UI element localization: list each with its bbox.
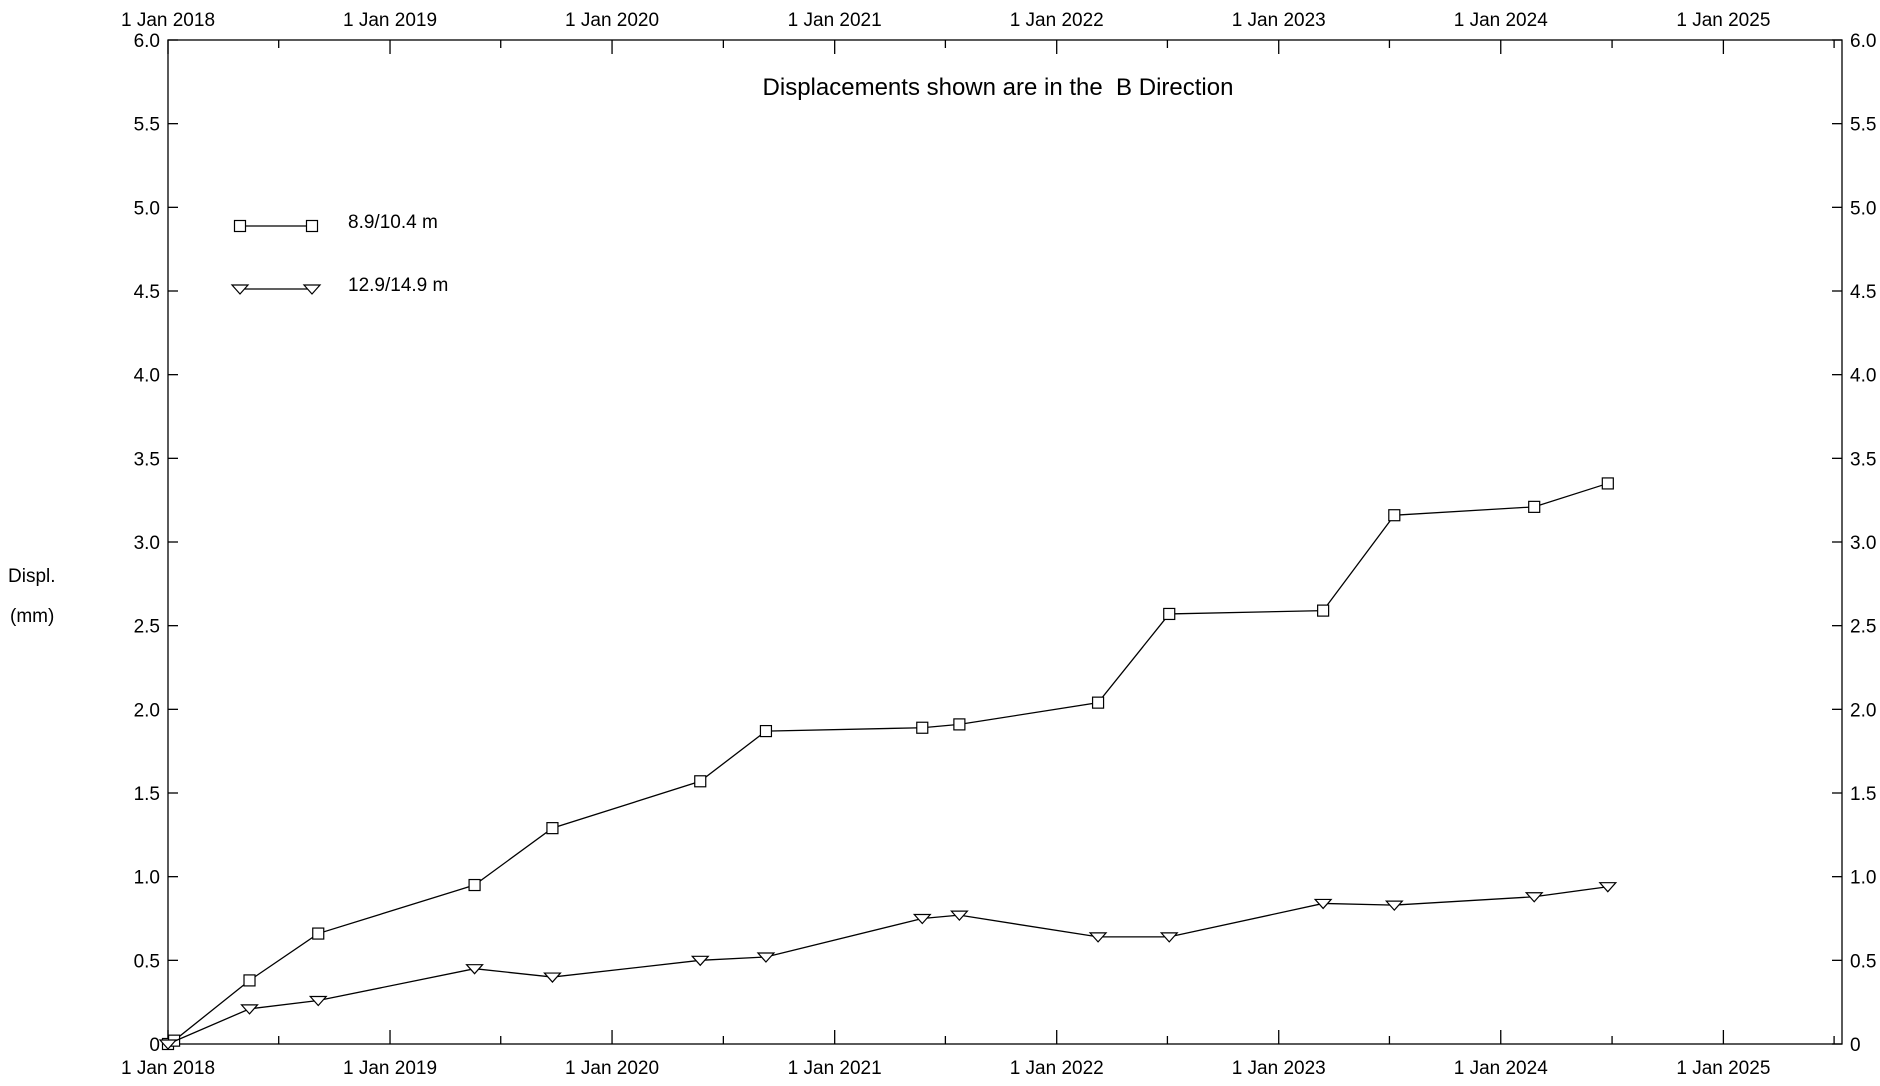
data-point [312, 927, 325, 940]
y-tick-label-left: 4.5 [134, 282, 160, 303]
x-tick-label-top: 1 Jan 2024 [1454, 10, 1548, 31]
series-layer [158, 477, 1618, 1051]
data-point [950, 910, 969, 922]
x-tick-label-bottom: 1 Jan 2025 [1676, 1058, 1770, 1079]
data-point [1598, 882, 1618, 893]
data-point [916, 721, 929, 734]
data-point [465, 964, 484, 975]
x-tick-label-bottom: 1 Jan 2022 [1010, 1058, 1104, 1079]
data-point [756, 952, 776, 963]
y-tick-label-left: 5.0 [134, 198, 160, 219]
data-point [912, 913, 932, 925]
y-tick-label-left: 5.5 [134, 115, 160, 136]
x-tick-label-top: 1 Jan 2019 [343, 10, 437, 31]
x-tick-label-bottom: 1 Jan 2018 [121, 1058, 215, 1079]
data-point [1388, 509, 1401, 522]
data-point [1163, 607, 1176, 621]
y-tick-label-left: 6.0 [134, 31, 160, 52]
legend-marker [305, 219, 319, 233]
y-tick-label-right: 4.5 [1850, 282, 1876, 303]
data-point [759, 724, 773, 738]
y-tick-label-left: 4.0 [134, 366, 160, 387]
x-tick-label-bottom: 1 Jan 2021 [788, 1058, 882, 1079]
data-point [694, 775, 707, 788]
x-tick-label-top: 1 Jan 2023 [1232, 10, 1326, 31]
x-tick-label-top: 1 Jan 2018 [121, 10, 215, 31]
x-tick-label-bottom: 1 Jan 2023 [1232, 1058, 1326, 1079]
data-point [690, 955, 710, 967]
y-tick-label-right: 3.5 [1850, 449, 1876, 470]
y-tick-label-left: 3.0 [134, 533, 160, 554]
legend-marker [230, 284, 250, 295]
x-tick-label-top: 1 Jan 2025 [1676, 10, 1770, 31]
y-tick-label-right: 0 [1850, 1035, 1861, 1056]
series-1 [161, 477, 1614, 1051]
data-point [543, 972, 562, 983]
data-point [468, 878, 481, 892]
data-point [953, 718, 966, 731]
data-point [1524, 892, 1544, 903]
x-tick-label-bottom: 1 Jan 2024 [1454, 1058, 1548, 1079]
legend-marker [302, 284, 322, 295]
x-tick-label-top: 1 Jan 2020 [565, 10, 659, 31]
data-point [240, 1004, 259, 1015]
legend-marker [233, 219, 247, 233]
data-point [158, 1039, 178, 1050]
y-tick-label-left: 0.5 [134, 951, 160, 972]
data-point [1313, 898, 1333, 910]
data-point [1317, 604, 1330, 617]
series-2 [158, 882, 1618, 1050]
data-point [1601, 477, 1614, 490]
data-point [243, 974, 256, 987]
series-line-1 [167, 482, 1609, 1045]
data-point [1159, 932, 1179, 943]
y-axis-label-line1: Displ. [8, 566, 56, 587]
legend: 8.9/10.4 m 12.9/14.9 m [230, 212, 448, 296]
y-tick-label-left: 2.5 [134, 617, 160, 638]
legend-label: 8.9/10.4 m [348, 212, 438, 233]
legend-label: 12.9/14.9 m [348, 275, 448, 296]
data-point [308, 995, 328, 1007]
y-tick-label-right: 0.5 [1850, 951, 1876, 972]
y-tick-label-right: 5.0 [1850, 198, 1876, 219]
y-tick-label-right: 3.0 [1850, 533, 1876, 554]
x-tick-label-top: 1 Jan 2021 [788, 10, 882, 31]
y-tick-label-right: 1.0 [1850, 868, 1876, 889]
y-tick-label-right: 5.5 [1850, 115, 1876, 136]
data-point [1528, 500, 1541, 513]
x-tick-label-top: 1 Jan 2022 [1010, 10, 1104, 31]
data-point [1384, 900, 1404, 912]
y-tick-label-left: 0 [149, 1035, 160, 1056]
data-point [1091, 696, 1105, 709]
x-tick-label-bottom: 1 Jan 2020 [565, 1058, 659, 1079]
y-tick-label-left: 1.5 [134, 784, 160, 805]
data-point [1088, 932, 1108, 943]
y-tick-label-right: 1.5 [1850, 784, 1876, 805]
x-axis-ticks: 1 Jan 2018 1 Jan 2018 1 Jan 2019 1 Jan 2019… [121, 10, 1835, 1079]
y-axis-label-line2: (mm) [10, 606, 54, 627]
y-tick-label-right: 2.0 [1850, 700, 1876, 721]
y-tick-label-right: 4.0 [1850, 366, 1876, 387]
y-tick-label-left: 2.0 [134, 700, 160, 721]
data-point [546, 822, 559, 835]
x-tick-label-bottom: 1 Jan 2019 [343, 1058, 437, 1079]
y-tick-label-left: 3.5 [134, 449, 160, 470]
chart-title: Displacements shown are in the B Directi… [763, 74, 1234, 101]
y-axis-ticks: 0 0 0.5 0.5 1.0 1.0 1.5 1.5 2.0 2.0 2.5 2.5 3.0 3.0 3.… [134, 31, 1877, 1056]
y-tick-label-right: 6.0 [1850, 31, 1876, 52]
y-tick-label-right: 2.5 [1850, 617, 1876, 638]
y-tick-label-left: 1.0 [134, 868, 160, 889]
